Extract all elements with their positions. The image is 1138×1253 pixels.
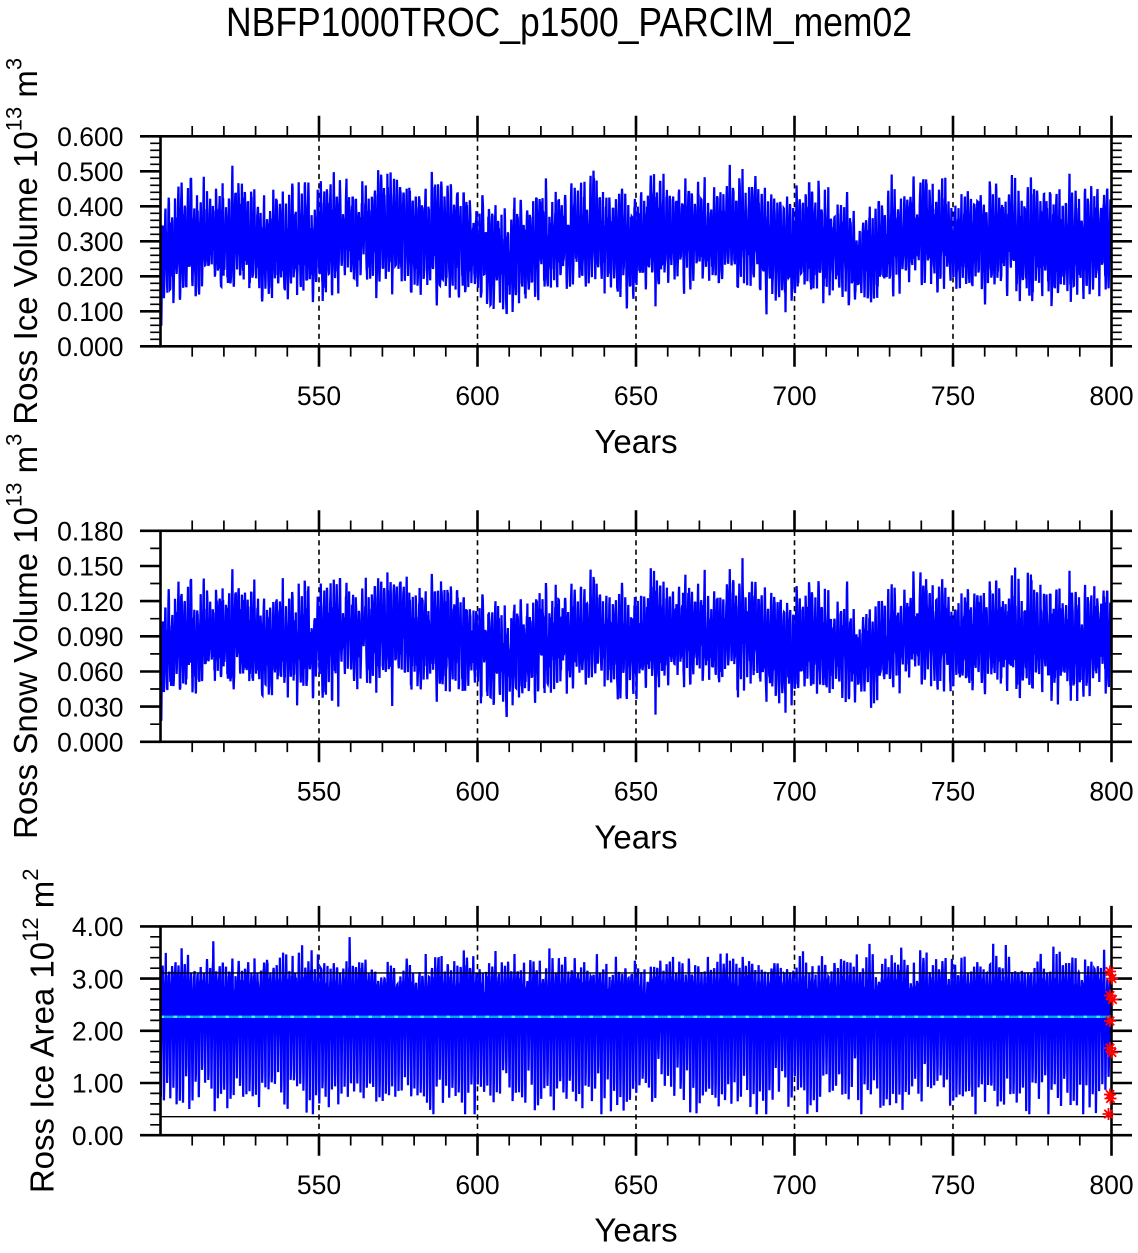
svg-text:0.090: 0.090 [57,622,123,652]
svg-text:700: 700 [772,776,816,806]
svg-text:3.00: 3.00 [72,964,124,994]
svg-text:0.600: 0.600 [57,122,123,152]
svg-text:550: 550 [297,1170,341,1200]
svg-text:Ross Ice Area 1012 m2: Ross Ice Area 1012 m2 [18,868,61,1193]
svg-text:Ross Snow Volume 1013 m3: Ross Snow Volume 1013 m3 [2,434,45,839]
svg-text:Years: Years [594,423,677,460]
svg-text:1.00: 1.00 [72,1069,124,1099]
svg-text:0.180: 0.180 [57,517,123,547]
svg-text:750: 750 [931,381,975,411]
svg-text:800: 800 [1089,381,1133,411]
svg-text:4.00: 4.00 [72,912,124,942]
svg-text:600: 600 [455,1170,499,1200]
svg-text:Years: Years [594,1212,677,1248]
svg-text:0.030: 0.030 [57,692,123,722]
svg-text:650: 650 [614,776,658,806]
svg-text:0.000: 0.000 [57,332,123,362]
svg-text:750: 750 [931,1170,975,1200]
svg-text:Years: Years [594,818,677,855]
svg-text:600: 600 [455,381,499,411]
svg-text:0.100: 0.100 [57,297,123,327]
svg-text:650: 650 [614,1170,658,1200]
svg-text:0.400: 0.400 [57,192,123,222]
svg-text:0.200: 0.200 [57,262,123,292]
svg-text:2.00: 2.00 [72,1017,124,1047]
svg-text:0.300: 0.300 [57,227,123,257]
svg-text:800: 800 [1089,776,1133,806]
svg-text:550: 550 [297,776,341,806]
svg-text:0.00: 0.00 [72,1121,124,1151]
svg-text:550: 550 [297,381,341,411]
svg-text:0.120: 0.120 [57,587,123,617]
svg-text:650: 650 [614,381,658,411]
svg-text:700: 700 [772,381,816,411]
svg-text:0.500: 0.500 [57,157,123,187]
svg-text:0.060: 0.060 [57,657,123,687]
svg-text:750: 750 [931,776,975,806]
svg-text:0.150: 0.150 [57,552,123,582]
svg-text:600: 600 [455,776,499,806]
svg-text:NBFP1000TROC_p1500_PARCIM_mem0: NBFP1000TROC_p1500_PARCIM_mem02 [226,0,912,45]
svg-text:800: 800 [1089,1170,1133,1200]
svg-text:0.000: 0.000 [57,728,123,758]
svg-text:700: 700 [772,1170,816,1200]
